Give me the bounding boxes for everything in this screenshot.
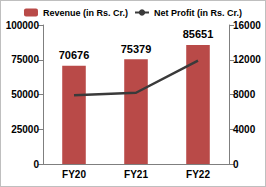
svg-text:70676: 70676	[59, 49, 90, 61]
svg-text:100000: 100000	[6, 20, 40, 31]
svg-text:25000: 25000	[11, 124, 39, 135]
svg-text:0: 0	[33, 159, 39, 170]
svg-text:50000: 50000	[11, 89, 39, 100]
svg-text:75379: 75379	[121, 43, 152, 55]
svg-text:FY22: FY22	[186, 169, 210, 180]
svg-text:FY21: FY21	[124, 169, 148, 180]
svg-text:0: 0	[233, 159, 239, 170]
svg-text:16000: 16000	[233, 20, 261, 31]
svg-text:4000: 4000	[233, 124, 256, 135]
svg-text:8000: 8000	[233, 89, 256, 100]
svg-text:85651: 85651	[183, 28, 214, 40]
svg-text:75000: 75000	[11, 54, 39, 65]
svg-text:12000: 12000	[233, 54, 261, 65]
svg-text:Net Profit (in Rs. Cr.): Net Profit (in Rs. Cr.)	[154, 8, 242, 18]
svg-text:Revenue (in Rs. Cr.): Revenue (in Rs. Cr.)	[43, 8, 128, 18]
svg-text:FY20: FY20	[62, 169, 86, 180]
